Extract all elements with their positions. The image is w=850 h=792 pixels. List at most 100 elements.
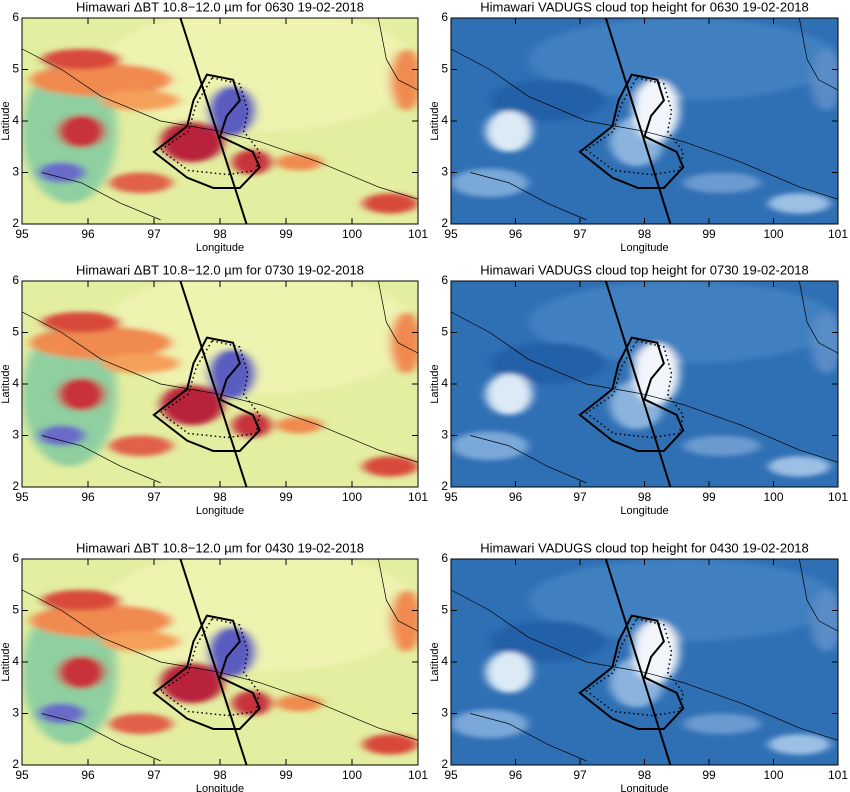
y-tick-label: 2 [441, 757, 448, 771]
y-tick-label: 4 [441, 113, 448, 127]
x-axis-label: Longitude [620, 242, 668, 254]
x-tick-label: 100 [763, 768, 783, 782]
y-axis-label: Latitude [0, 364, 12, 403]
y-tick-label: 6 [12, 273, 19, 287]
x-tick-label: 97 [573, 227, 587, 241]
x-tick-label: 97 [147, 227, 161, 241]
x-tick-label: 98 [638, 227, 652, 241]
y-tick-label: 4 [12, 654, 19, 668]
map-panel: 95 96 97 98 99 100 101 2 3 4 5 6 Himawari ΔBT 10.8−1… [0, 540, 428, 792]
y-tick-label: 4 [441, 376, 448, 390]
y-tick-label: 6 [441, 273, 448, 287]
x-tick-label: 99 [702, 490, 716, 504]
x-tick-label: 97 [573, 490, 587, 504]
y-tick-label: 3 [12, 706, 19, 720]
x-axis-label: Longitude [196, 505, 244, 517]
x-axis-label: Longitude [620, 505, 668, 517]
x-tick-label: 95 [444, 227, 458, 241]
x-axis-label: Longitude [196, 783, 244, 792]
x-tick-label: 95 [15, 227, 29, 241]
x-tick-label: 96 [81, 768, 95, 782]
x-tick-label: 98 [213, 490, 227, 504]
y-axis-label: Latitude [429, 642, 441, 681]
y-tick-label: 2 [441, 216, 448, 230]
x-tick-label: 99 [702, 227, 716, 241]
y-tick-label: 5 [441, 325, 448, 339]
map-image [22, 271, 422, 487]
x-tick-label: 100 [342, 490, 362, 504]
x-tick-label: 96 [509, 227, 523, 241]
x-tick-label: 100 [342, 227, 362, 241]
y-tick-label: 5 [441, 62, 448, 76]
y-tick-label: 5 [12, 62, 19, 76]
y-tick-label: 6 [12, 551, 19, 565]
x-tick-label: 95 [444, 490, 458, 504]
x-tick-label: 101 [408, 768, 428, 782]
y-tick-label: 2 [12, 216, 19, 230]
panel-title: Himawari VADUGS cloud top height for 043… [480, 540, 809, 555]
panel-title: Himawari VADUGS cloud top height for 073… [480, 262, 809, 277]
y-tick-label: 5 [441, 603, 448, 617]
x-tick-label: 100 [342, 768, 362, 782]
y-axis-label: Latitude [0, 642, 12, 681]
x-tick-label: 101 [828, 227, 848, 241]
map-image [22, 549, 422, 765]
y-tick-label: 3 [12, 428, 19, 442]
map-panel: 95 96 97 98 99 100 101 2 3 4 5 6 Himawari VADUGS clo… [429, 0, 848, 254]
x-axis-label: Longitude [196, 242, 244, 254]
x-tick-label: 99 [279, 768, 293, 782]
map-panel: 95 96 97 98 99 100 101 2 3 4 5 6 Himawari VADUGS clo… [429, 540, 848, 792]
x-tick-label: 100 [763, 227, 783, 241]
x-tick-label: 95 [444, 768, 458, 782]
x-tick-label: 98 [638, 490, 652, 504]
map-image [22, 8, 422, 224]
x-tick-label: 101 [828, 490, 848, 504]
y-tick-label: 6 [441, 10, 448, 24]
x-tick-label: 96 [509, 490, 523, 504]
y-tick-label: 5 [12, 325, 19, 339]
panel-title: Himawari VADUGS cloud top height for 063… [480, 0, 809, 14]
x-tick-label: 97 [147, 490, 161, 504]
x-tick-label: 96 [81, 490, 95, 504]
y-axis-label: Latitude [429, 101, 441, 140]
x-tick-label: 99 [702, 768, 716, 782]
x-tick-label: 101 [408, 227, 428, 241]
x-tick-label: 100 [763, 490, 783, 504]
y-tick-label: 5 [12, 603, 19, 617]
y-tick-label: 2 [12, 479, 19, 493]
y-tick-label: 4 [441, 654, 448, 668]
x-tick-label: 96 [81, 227, 95, 241]
x-tick-label: 98 [213, 768, 227, 782]
x-tick-label: 99 [279, 227, 293, 241]
panel-title: Himawari ΔBT 10.8−12.0 µm for 0630 19-02… [76, 0, 364, 14]
x-tick-label: 97 [147, 768, 161, 782]
map-image [451, 281, 842, 487]
map-panel: 95 96 97 98 99 100 101 2 3 4 5 6 Himawari ΔBT 10.8−1… [0, 0, 428, 254]
x-axis-label: Longitude [620, 783, 668, 792]
y-tick-label: 4 [12, 113, 19, 127]
map-image [451, 559, 842, 765]
y-tick-label: 2 [12, 757, 19, 771]
x-tick-label: 101 [408, 490, 428, 504]
x-tick-label: 99 [279, 490, 293, 504]
map-panel: 95 96 97 98 99 100 101 2 3 4 5 6 Himawari VADUGS clo… [429, 262, 848, 516]
x-tick-label: 96 [509, 768, 523, 782]
y-tick-label: 4 [12, 376, 19, 390]
map-image [451, 18, 842, 224]
map-panel: 95 96 97 98 99 100 101 2 3 4 5 6 Himawari ΔBT 10.8−1… [0, 262, 428, 516]
y-tick-label: 3 [441, 706, 448, 720]
x-tick-label: 97 [573, 768, 587, 782]
y-tick-label: 3 [441, 165, 448, 179]
y-tick-label: 3 [441, 428, 448, 442]
y-tick-label: 2 [441, 479, 448, 493]
x-tick-label: 98 [213, 227, 227, 241]
y-axis-label: Latitude [0, 101, 12, 140]
x-tick-label: 95 [15, 490, 29, 504]
y-tick-label: 6 [12, 10, 19, 24]
y-tick-label: 6 [441, 551, 448, 565]
x-tick-label: 98 [638, 768, 652, 782]
y-tick-label: 3 [12, 165, 19, 179]
x-tick-label: 101 [828, 768, 848, 782]
y-axis-label: Latitude [429, 364, 441, 403]
